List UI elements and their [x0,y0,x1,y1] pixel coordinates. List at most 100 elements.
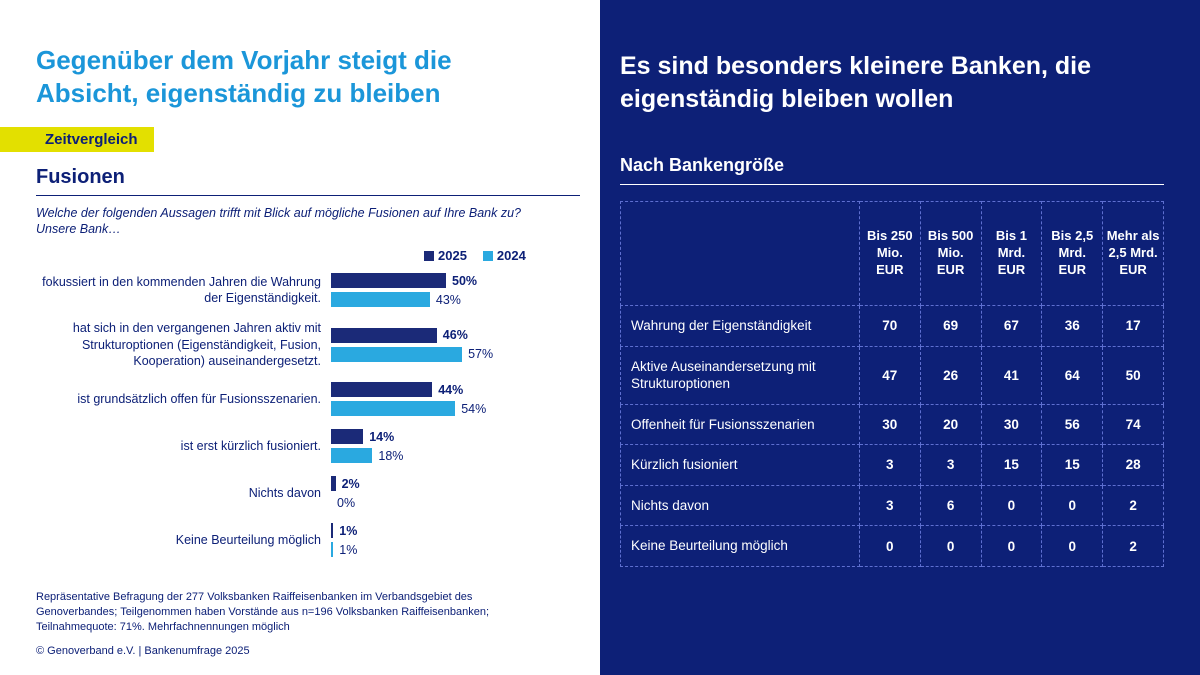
banken-table: Bis 250 Mio. EUR Bis 500 Mio. EUR Bis 1 Mr… [620,201,1164,567]
bar-value-2025: 14% [369,429,395,444]
bar-row: Keine Beurteilung möglich 1% 1% [36,523,580,558]
column-header: Bis 500 Mio. EUR [919,201,982,306]
bar-line: 54% [331,401,486,417]
bar-value-2024: 43% [435,292,461,307]
legend-item-2025: 2025 [424,248,467,263]
bar-value-2024: 57% [468,347,494,362]
table-row: Aktive Auseinandersetzung mit Strukturop… [620,345,1164,405]
table-value: 20 [919,403,982,446]
table-value: 0 [980,484,1043,527]
table-value: 0 [1041,484,1104,527]
table-value: 2 [1102,525,1164,567]
column-header: Mehr als 2,5 Mrd. EUR [1102,201,1164,306]
bar-2024 [331,292,430,308]
table-value: 69 [919,305,982,347]
bar-2024 [331,542,334,558]
table-value: 30 [980,403,1043,446]
bar-value-2025: 46% [442,328,468,343]
bar-2024 [331,401,456,417]
bar-2024 [331,448,373,464]
bar-group: 2% 0% [331,476,360,510]
bar-value-2024: 0% [337,495,356,510]
bar-group: 50% 43% [331,273,478,308]
bar-line: 0% [331,495,360,510]
table-value: 50 [1102,345,1164,405]
survey-question: Welche der folgenden Aussagen trifft mit… [36,205,521,237]
chart-legend: 2025 2024 [424,248,580,263]
bar-2025 [331,327,437,343]
copyright: © Genoverband e.V. | Bankenumfrage 2025 [36,645,250,657]
legend-label-2024: 2024 [496,248,526,264]
table-value: 2 [1102,484,1164,527]
table-value: 15 [1041,444,1104,486]
table-value: 64 [1041,345,1104,405]
bar-line: 1% [331,523,358,539]
legend-swatch-2024 [482,250,493,261]
bar-line: 14% [331,429,403,445]
bar-row: fokussiert in den kommenden Jahren die W… [36,273,580,308]
bar-row: ist erst kürzlich fusioniert. 14% 18% [36,429,580,464]
bar-line: 46% [331,327,493,343]
table-value: 3 [919,444,982,486]
bar-line: 44% [331,382,486,398]
bar-line: 1% [331,542,358,558]
bar-line: 50% [331,273,478,289]
table-value: 0 [980,525,1043,567]
table-row: Wahrung der Eigenständigkeit 70 69 67 36 17 [620,305,1164,347]
bar-category-label: fokussiert in den kommenden Jahren die W… [42,275,321,306]
row-label: Nichts davon [620,484,860,527]
legend-item-2024: 2024 [482,248,526,264]
bar-value-2025: 1% [339,523,358,538]
table-value: 17 [1102,305,1164,347]
bar-value-2024: 1% [339,542,358,557]
table-value: 0 [858,525,921,567]
section-title-fusionen: Fusionen [36,166,580,196]
table-row: Nichts davon 3 6 0 0 2 [620,484,1164,527]
bar-group: 44% 54% [331,382,486,417]
table-value: 70 [858,305,921,347]
bar-row: Nichts davon 2% 0% [36,476,580,510]
table-corner-cell [620,201,860,306]
bar-2025 [331,523,334,539]
bar-value-2025: 2% [341,476,360,491]
table-value: 74 [1102,403,1164,446]
column-header: Bis 250 Mio. EUR [858,201,921,306]
table-value: 0 [1041,525,1104,567]
row-label: Wahrung der Eigenständigkeit [620,305,860,347]
bar-line: 18% [331,448,404,464]
bar-2024 [331,346,463,362]
table-value: 47 [858,345,921,405]
bar-value-2025: 50% [452,273,478,288]
table-value: 36 [1041,305,1104,347]
table-value: 15 [980,444,1043,486]
table-value: 41 [980,345,1043,405]
bar-category-label: hat sich in den vergangenen Jahren aktiv… [72,321,321,368]
bar-chart: fokussiert in den kommenden Jahren die W… [36,273,580,558]
table-row: Kürzlich fusioniert 3 3 15 15 28 [620,444,1164,486]
section-title-bankengroesse: Nach Bankengröße [620,155,1164,185]
legend-swatch-2025 [424,250,434,261]
banken-table-body: Wahrung der Eigenständigkeit 70 69 67 36 17 Ak… [620,305,1164,567]
bar-category-label: ist erst kürzlich fusioniert. [180,438,321,453]
table-value: 0 [919,525,982,567]
bar-group: 14% 18% [331,429,404,464]
bar-line: 2% [331,476,360,492]
column-header: Bis 1 Mrd. EUR [980,201,1043,306]
row-label: Offenheit für Fusionsszenarien [620,403,860,446]
bar-2025 [331,429,364,445]
bar-row: hat sich in den vergangenen Jahren aktiv… [36,320,580,369]
bar-line: 43% [331,292,477,308]
table-value: 26 [919,345,982,405]
table-value: 3 [858,484,921,527]
bar-value-2025: 44% [438,382,464,397]
bar-group: 1% 1% [331,523,358,558]
footnote: Repräsentative Befragung der 277 Volksba… [36,591,490,634]
bar-group: 46% 57% [331,327,494,362]
bar-2025 [331,382,433,398]
row-label: Aktive Auseinandersetzung mit Strukturop… [620,345,860,405]
table-row: Keine Beurteilung möglich 0 0 0 0 2 [620,525,1164,567]
legend-label-2025: 2025 [438,248,467,264]
row-label: Keine Beurteilung möglich [620,525,860,567]
bar-value-2024: 18% [378,448,404,463]
bar-category-label: Keine Beurteilung möglich [175,532,321,547]
